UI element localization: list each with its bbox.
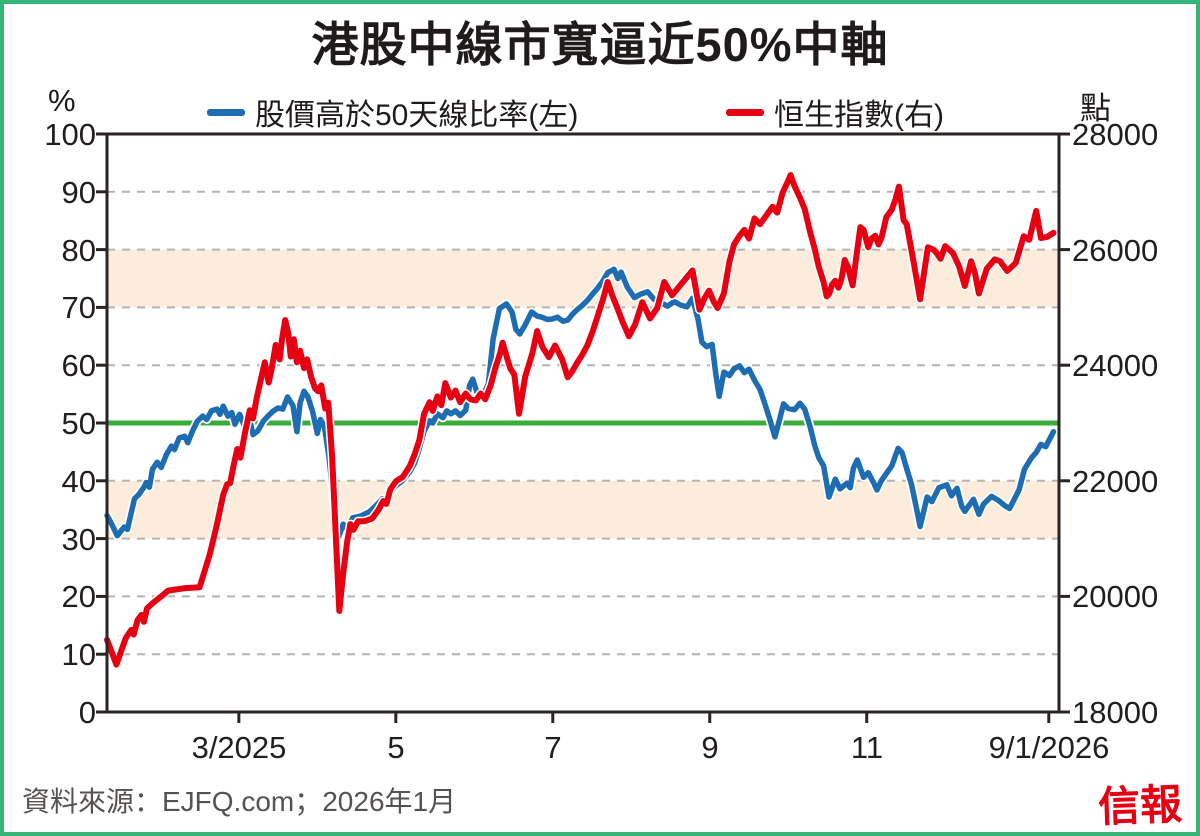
y-right-tick-label: 22000	[1072, 464, 1158, 499]
series-line-right	[104, 172, 1057, 668]
source-note: 資料來源：EJFQ.com；2026年1月	[22, 786, 457, 817]
y-right-tick-label: 18000	[1072, 695, 1158, 730]
legend-swatch-blue-icon	[207, 108, 245, 116]
y-left-tick-label: 70	[62, 290, 96, 325]
y-left-tick-label: 100	[44, 117, 96, 152]
legend-swatch-red-icon	[726, 108, 764, 116]
y-left-tick-label: 20	[62, 579, 96, 614]
y-right-tick-label: 20000	[1072, 579, 1158, 614]
y-right-tick-label: 26000	[1072, 233, 1158, 268]
y-left-tick-label: 40	[62, 464, 96, 499]
y-left-tick-label: 60	[62, 348, 96, 383]
x-tick-label: 9	[701, 730, 718, 765]
line-chart: 0 10 20 30 40 50 60 70 80 90 100 18000 20000 22000 240…	[44, 117, 1158, 765]
y-left-tick-label: 0	[79, 695, 96, 730]
legend-label-breadth: 股價高於50天線比率(左)	[255, 99, 579, 132]
y-left-tick-label: 90	[62, 175, 96, 210]
y-right-tick-label: 24000	[1072, 348, 1158, 383]
y-left-tick-label: 80	[62, 233, 96, 268]
x-tick-label: 3/2025	[192, 730, 287, 765]
band-30-40	[107, 480, 1059, 539]
chart-title: 港股中線市寬逼近50%中軸	[311, 18, 889, 71]
y-left-tick-label: 50	[62, 406, 96, 441]
x-tick-label: 11	[851, 730, 883, 765]
band-70-80	[107, 249, 1059, 308]
y-left-tick-label: 10	[62, 637, 96, 672]
x-tick-label: 9/1/2026	[989, 730, 1110, 765]
left-axis-unit: %	[48, 83, 76, 118]
hkej-logo: 信報	[1097, 779, 1183, 832]
legend-item-breadth: 股價高於50天線比率(左)	[207, 90, 578, 134]
legend-label-hsi: 恒生指數(右)	[774, 99, 944, 132]
y-right-tick-label: 28000	[1072, 117, 1158, 152]
x-tick-label: 5	[387, 730, 404, 765]
legend-item-hsi: 恒生指數(右)	[726, 90, 944, 134]
y-left-tick-label: 30	[62, 522, 96, 557]
right-axis-unit: 點	[1080, 91, 1111, 126]
x-tick-label: 7	[544, 730, 561, 765]
